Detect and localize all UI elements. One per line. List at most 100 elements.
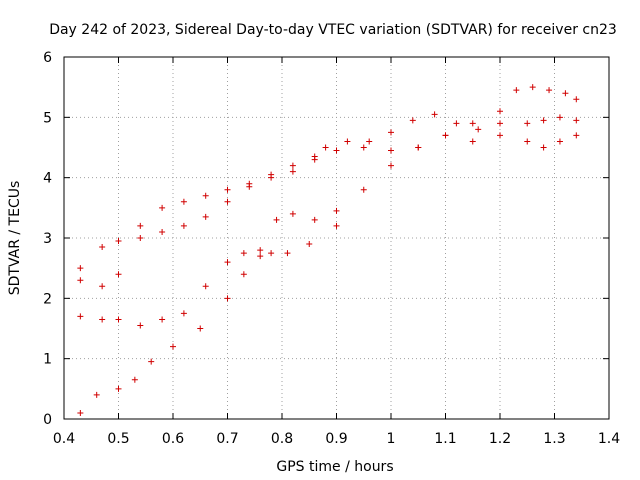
data-point bbox=[99, 283, 106, 290]
data-point bbox=[546, 87, 553, 94]
data-point bbox=[475, 126, 482, 133]
data-point bbox=[540, 144, 547, 151]
data-point bbox=[344, 138, 351, 145]
x-tick-label: 0.7 bbox=[216, 431, 238, 447]
data-point bbox=[137, 322, 144, 329]
data-point bbox=[311, 216, 318, 223]
data-point bbox=[529, 84, 536, 91]
grid bbox=[63, 56, 610, 420]
data-point bbox=[497, 108, 503, 115]
data-point bbox=[137, 235, 144, 241]
data-point bbox=[224, 186, 231, 193]
y-axis-label: SDTVAR / TECUs bbox=[7, 181, 23, 296]
data-point bbox=[289, 168, 296, 175]
data-point bbox=[246, 183, 253, 190]
data-point bbox=[388, 129, 394, 136]
data-point bbox=[333, 222, 340, 229]
data-point bbox=[202, 283, 209, 290]
data-point bbox=[289, 210, 296, 217]
data-point bbox=[180, 310, 187, 317]
data-point bbox=[180, 198, 187, 205]
data-point bbox=[289, 162, 296, 169]
data-point bbox=[431, 111, 438, 118]
data-point bbox=[360, 144, 367, 151]
x-tick-label: 1.4 bbox=[598, 431, 620, 447]
data-point bbox=[115, 385, 122, 392]
data-point bbox=[202, 213, 209, 220]
data-point bbox=[388, 147, 394, 154]
data-point bbox=[257, 253, 264, 260]
data-point bbox=[388, 162, 394, 169]
data-point bbox=[77, 265, 84, 272]
data-point bbox=[240, 271, 247, 278]
y-tick-label: 1 bbox=[43, 352, 52, 368]
data-point bbox=[556, 114, 563, 121]
y-tick-label: 2 bbox=[43, 291, 52, 307]
data-point bbox=[159, 228, 166, 235]
data-point bbox=[115, 271, 122, 278]
data-point bbox=[322, 144, 329, 151]
data-point bbox=[442, 132, 449, 139]
data-point bbox=[333, 207, 340, 214]
data-point bbox=[224, 295, 231, 302]
axis-ticks bbox=[63, 56, 610, 420]
data-point bbox=[497, 132, 503, 139]
data-point bbox=[360, 186, 367, 193]
data-point bbox=[224, 198, 231, 205]
data-point bbox=[77, 409, 84, 416]
data-point bbox=[469, 120, 476, 127]
data-point bbox=[453, 120, 460, 127]
data-point bbox=[197, 325, 204, 332]
data-point bbox=[137, 222, 144, 229]
y-tick-label: 4 bbox=[43, 171, 52, 187]
data-point bbox=[224, 259, 231, 266]
x-tick-label: 1.2 bbox=[489, 431, 511, 447]
data-point bbox=[115, 316, 122, 323]
data-point bbox=[573, 132, 580, 139]
data-point bbox=[131, 376, 138, 383]
x-tick-label: 1.3 bbox=[543, 431, 565, 447]
data-point bbox=[170, 343, 176, 350]
data-point bbox=[99, 244, 106, 251]
data-point bbox=[284, 250, 291, 257]
data-point bbox=[409, 117, 416, 124]
data-point bbox=[556, 138, 563, 145]
data-point bbox=[306, 241, 313, 248]
y-tick-label: 6 bbox=[43, 50, 52, 66]
data-point bbox=[240, 250, 247, 257]
x-tick-label: 0.5 bbox=[107, 431, 129, 447]
data-point bbox=[562, 90, 569, 97]
data-point bbox=[366, 138, 373, 145]
tick-labels: 0.4 0.5 0.6 0.7 0.8 0.9 1 1.1 1.2 1.3 1.4 0 1 2 3 4 5 6 bbox=[43, 50, 620, 447]
x-tick-label: 1.1 bbox=[434, 431, 456, 447]
data-point bbox=[268, 171, 275, 178]
data-point bbox=[524, 120, 531, 127]
data-point bbox=[180, 222, 187, 229]
data-point bbox=[469, 138, 476, 145]
data-point bbox=[497, 120, 503, 127]
data-point bbox=[159, 204, 166, 211]
data-point bbox=[257, 247, 264, 254]
data-point bbox=[159, 316, 166, 323]
data-point bbox=[524, 138, 531, 145]
x-tick-label: 0.9 bbox=[325, 431, 347, 447]
x-axis-label: GPS time / hours bbox=[276, 459, 393, 475]
data-point bbox=[573, 117, 580, 124]
data-points bbox=[77, 84, 580, 416]
y-tick-label: 5 bbox=[43, 110, 52, 126]
data-point bbox=[268, 250, 275, 257]
data-point bbox=[540, 117, 547, 124]
x-tick-label: 0.6 bbox=[162, 431, 184, 447]
data-point bbox=[77, 313, 84, 320]
data-point bbox=[202, 192, 209, 199]
chart-title: Day 242 of 2023, Sidereal Day-to-day VTE… bbox=[49, 22, 617, 38]
data-point bbox=[273, 216, 280, 223]
x-tick-label: 0.4 bbox=[53, 431, 75, 447]
data-point bbox=[93, 391, 100, 398]
data-point bbox=[513, 87, 520, 94]
x-tick-label: 1 bbox=[387, 431, 396, 447]
data-point bbox=[148, 358, 155, 365]
data-point bbox=[415, 144, 422, 151]
data-point bbox=[333, 147, 340, 154]
